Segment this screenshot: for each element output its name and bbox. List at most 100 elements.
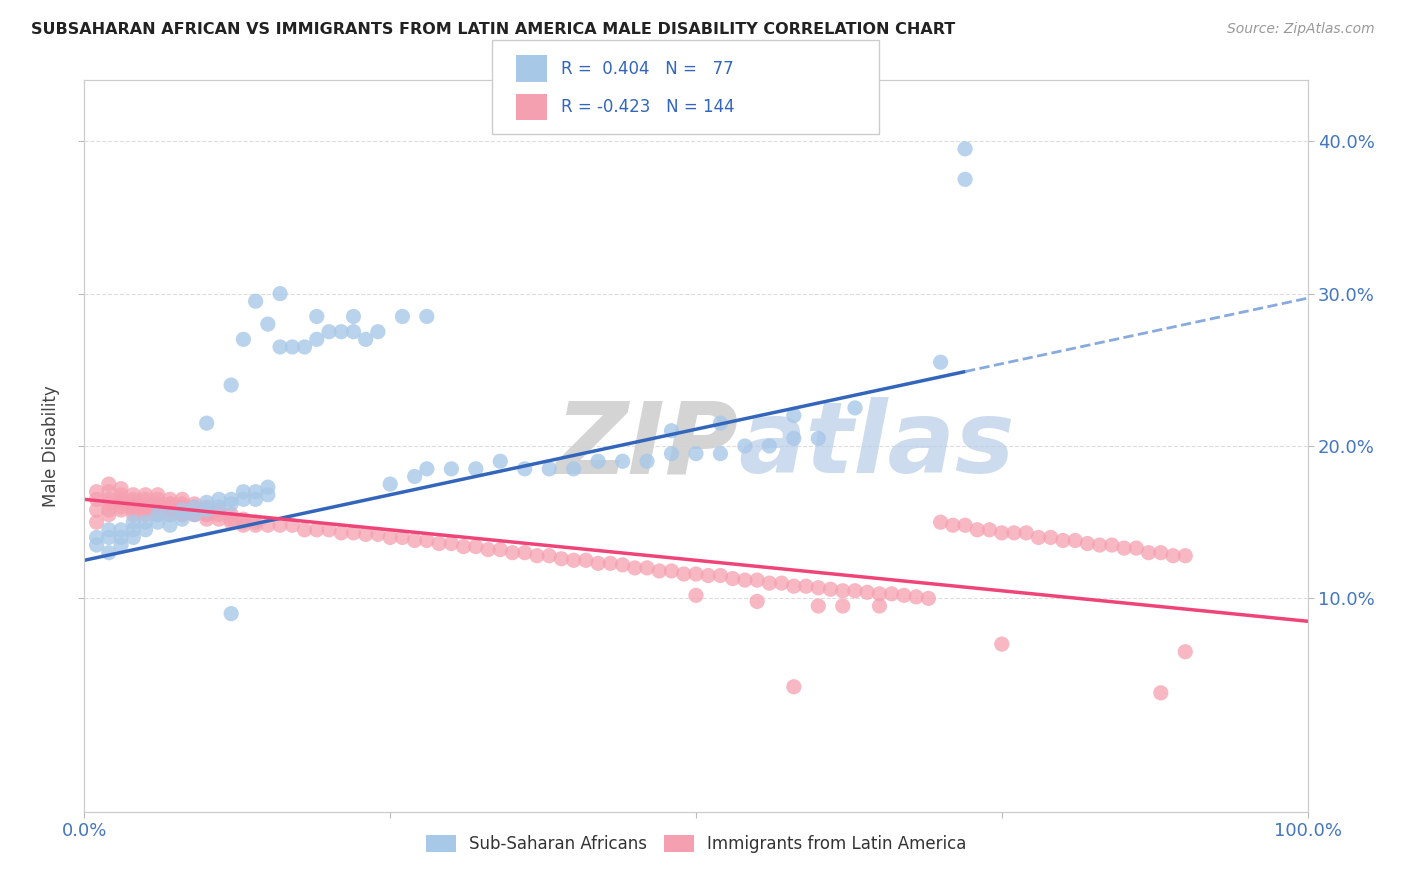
Point (172, 492, 194, 507)
Point (146, 500, 169, 514)
Point (562, 553, 585, 567)
Point (1039, 530, 1062, 544)
Point (624, 561, 647, 575)
Point (232, 512, 254, 526)
Point (513, 546, 536, 560)
Point (513, 462, 536, 476)
Point (269, 518, 291, 533)
Point (538, 462, 561, 476)
Point (807, 581, 830, 595)
Point (991, 525, 1014, 540)
Point (122, 523, 145, 537)
Point (86, 503, 108, 517)
Point (257, 518, 280, 533)
Point (709, 568, 731, 582)
Point (208, 512, 231, 526)
Point (195, 500, 218, 514)
Point (953, 172, 976, 186)
Point (232, 518, 254, 533)
Point (367, 527, 389, 541)
Text: R =  0.404   N =   77: R = 0.404 N = 77 (561, 60, 734, 78)
Point (1150, 546, 1173, 560)
Point (305, 310, 328, 324)
Point (245, 492, 267, 507)
Point (135, 488, 157, 502)
Point (747, 573, 769, 587)
Point (844, 401, 866, 415)
Y-axis label: Male Disability: Male Disability (42, 385, 60, 507)
Point (893, 588, 915, 602)
Point (526, 549, 548, 563)
Point (953, 518, 976, 533)
Point (110, 523, 132, 537)
Point (110, 503, 132, 517)
Point (195, 503, 218, 517)
Point (245, 294, 267, 309)
Point (929, 355, 952, 369)
Point (685, 447, 707, 461)
Point (232, 515, 254, 529)
Point (257, 488, 280, 502)
Point (305, 332, 328, 346)
Point (416, 533, 439, 548)
Point (195, 495, 218, 509)
Point (110, 495, 132, 509)
Point (146, 508, 169, 522)
Point (208, 508, 231, 522)
Point (122, 508, 145, 522)
Point (195, 503, 218, 517)
Point (1174, 645, 1197, 659)
Point (219, 508, 242, 522)
Point (1150, 686, 1173, 700)
Point (734, 573, 756, 587)
Point (208, 503, 231, 517)
Point (208, 492, 231, 507)
Point (159, 497, 181, 511)
Point (783, 579, 806, 593)
Point (232, 492, 254, 507)
Point (380, 530, 402, 544)
Point (453, 540, 475, 554)
Point (122, 530, 145, 544)
Point (183, 508, 205, 522)
Point (172, 500, 194, 514)
Point (1137, 546, 1160, 560)
Point (86, 492, 108, 507)
Point (404, 533, 426, 548)
Point (575, 553, 598, 567)
Point (342, 525, 364, 540)
Point (172, 503, 194, 517)
Point (146, 515, 169, 529)
Point (502, 546, 524, 560)
Point (648, 564, 671, 578)
Point (135, 508, 157, 522)
Point (1114, 541, 1136, 555)
Point (427, 536, 450, 550)
Point (391, 530, 413, 544)
Point (1076, 536, 1098, 550)
Point (97, 497, 120, 511)
Point (869, 587, 891, 601)
Point (159, 500, 181, 514)
Point (135, 515, 157, 529)
Point (1064, 533, 1087, 548)
Point (159, 497, 181, 511)
Point (146, 488, 169, 502)
Point (709, 416, 731, 430)
Point (183, 500, 205, 514)
Point (257, 480, 280, 494)
Point (135, 503, 157, 517)
Point (599, 557, 621, 571)
Point (195, 512, 218, 526)
Point (269, 286, 291, 301)
Point (966, 523, 988, 537)
Point (942, 518, 965, 533)
Point (110, 538, 132, 552)
Point (281, 340, 304, 354)
Point (869, 599, 891, 613)
Point (464, 462, 486, 476)
Point (172, 503, 194, 517)
Point (807, 431, 830, 445)
Point (97, 546, 120, 560)
Point (97, 492, 120, 507)
